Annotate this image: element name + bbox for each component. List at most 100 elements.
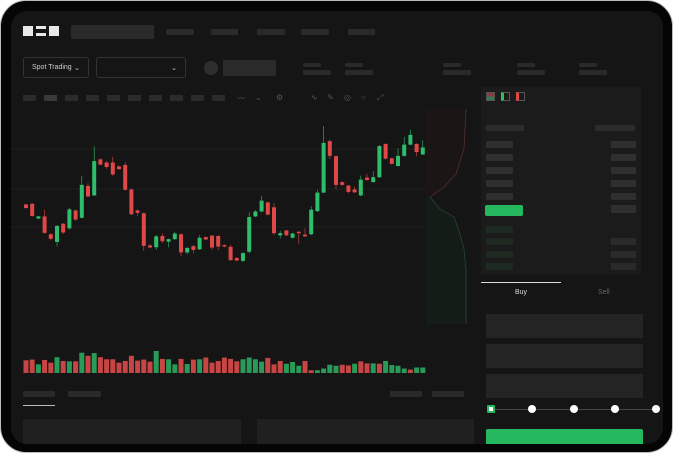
candle bbox=[321, 142, 326, 193]
timeframe-button[interactable] bbox=[44, 95, 57, 101]
pencil-icon[interactable]: ✎ bbox=[327, 93, 334, 102]
volume-bar bbox=[48, 362, 54, 373]
timeframe-button[interactable] bbox=[65, 95, 78, 101]
volume-bar bbox=[420, 367, 426, 373]
bid-price bbox=[486, 263, 513, 270]
tab-open-orders[interactable] bbox=[23, 391, 55, 397]
nav-item[interactable] bbox=[211, 29, 238, 35]
timeframe-button[interactable] bbox=[212, 95, 225, 101]
timeframe-button[interactable] bbox=[191, 95, 204, 101]
stat-value bbox=[345, 70, 373, 75]
candle bbox=[234, 258, 239, 261]
candle bbox=[48, 234, 53, 239]
volume-bar bbox=[85, 355, 91, 373]
filter-button[interactable] bbox=[432, 391, 464, 397]
volume-bar bbox=[110, 359, 116, 373]
indicator-icon[interactable]: 〰 bbox=[237, 94, 245, 103]
candle bbox=[303, 234, 307, 237]
tab-order-history[interactable] bbox=[68, 391, 101, 397]
candle bbox=[135, 210, 140, 213]
pair-selector[interactable]: ⌄ bbox=[96, 57, 186, 78]
filter-button[interactable] bbox=[390, 391, 422, 397]
indicator-icon[interactable]: ⌄ bbox=[255, 93, 262, 102]
settings-icon[interactable]: ⚙ bbox=[276, 93, 284, 102]
volume-bar bbox=[197, 359, 203, 373]
search-bar[interactable] bbox=[71, 25, 154, 39]
volume-bar bbox=[370, 363, 376, 373]
slider-stop[interactable] bbox=[487, 405, 495, 413]
order-book bbox=[481, 87, 641, 275]
volume-bar bbox=[345, 365, 351, 373]
nav-item[interactable] bbox=[301, 29, 329, 35]
target-icon[interactable]: ◎ bbox=[344, 93, 351, 102]
bid-price bbox=[486, 251, 513, 258]
line-tool-icon[interactable]: ∿ bbox=[311, 93, 318, 102]
stat-value bbox=[579, 70, 607, 75]
volume-bar bbox=[265, 357, 271, 373]
volume-bar bbox=[190, 359, 196, 373]
candle bbox=[216, 236, 221, 247]
total-input[interactable] bbox=[486, 374, 643, 398]
timeframe-button[interactable] bbox=[86, 95, 99, 101]
timeframe-button[interactable] bbox=[128, 95, 141, 101]
slider-stop[interactable] bbox=[528, 405, 537, 413]
ask-price bbox=[486, 167, 513, 174]
volume-bar bbox=[35, 364, 41, 373]
volume-bar bbox=[296, 365, 302, 373]
candle bbox=[247, 217, 252, 252]
volume-bar bbox=[203, 357, 209, 373]
candle bbox=[86, 185, 90, 197]
both-sides-icon[interactable] bbox=[486, 92, 495, 101]
candle bbox=[284, 230, 289, 236]
slider-stop[interactable] bbox=[569, 405, 578, 413]
tab-buy[interactable]: Buy bbox=[515, 289, 528, 296]
timeframe-button[interactable] bbox=[107, 95, 120, 101]
chevron-down-icon: ⌄ bbox=[171, 64, 177, 72]
candle bbox=[272, 207, 276, 234]
volume-bar bbox=[358, 361, 364, 373]
asks-only-icon[interactable] bbox=[516, 92, 525, 101]
volume-bar bbox=[91, 353, 97, 373]
market-selector[interactable]: Spot Trading ⌄ bbox=[23, 57, 89, 78]
slider-stop[interactable] bbox=[610, 405, 619, 413]
tab-sell[interactable]: Sell bbox=[598, 289, 610, 296]
order-book-view-toggles bbox=[486, 92, 525, 101]
volume-bar bbox=[414, 367, 420, 373]
price-input[interactable] bbox=[486, 314, 643, 338]
candlestick-chart[interactable] bbox=[11, 109, 481, 384]
candle bbox=[346, 185, 351, 192]
candle bbox=[73, 210, 78, 220]
volume-bar bbox=[376, 363, 382, 373]
bids-only-icon[interactable] bbox=[501, 92, 510, 101]
candle bbox=[340, 182, 345, 185]
buy-button[interactable] bbox=[486, 429, 643, 444]
ask-price bbox=[486, 141, 513, 148]
buy-tab-indicator bbox=[481, 282, 561, 283]
okx-logo[interactable] bbox=[23, 26, 59, 36]
volume-bar bbox=[116, 362, 122, 373]
nav-item[interactable] bbox=[166, 29, 194, 35]
candle bbox=[222, 245, 227, 247]
nav-item[interactable] bbox=[257, 29, 285, 35]
volume-bar bbox=[364, 363, 370, 373]
timeframe-button[interactable] bbox=[149, 95, 162, 101]
candle bbox=[290, 233, 295, 238]
expand-icon[interactable]: ⤢ bbox=[377, 93, 384, 102]
stat-value bbox=[443, 70, 471, 75]
candle bbox=[402, 144, 407, 156]
market-selector-label: Spot Trading bbox=[32, 64, 72, 71]
last-price bbox=[485, 205, 523, 216]
timeframe-button[interactable] bbox=[170, 95, 183, 101]
volume-bar bbox=[221, 357, 227, 373]
volume-bar bbox=[60, 360, 66, 373]
candle bbox=[185, 247, 190, 253]
slider-stop[interactable] bbox=[652, 405, 660, 413]
circle-icon[interactable]: ○ bbox=[361, 93, 366, 102]
nav-item[interactable] bbox=[348, 29, 375, 35]
amount-input[interactable] bbox=[486, 344, 643, 368]
candle bbox=[278, 233, 283, 236]
candle bbox=[67, 209, 72, 229]
volume-bar bbox=[79, 352, 85, 373]
candle bbox=[414, 143, 419, 152]
timeframe-button[interactable] bbox=[23, 95, 36, 101]
